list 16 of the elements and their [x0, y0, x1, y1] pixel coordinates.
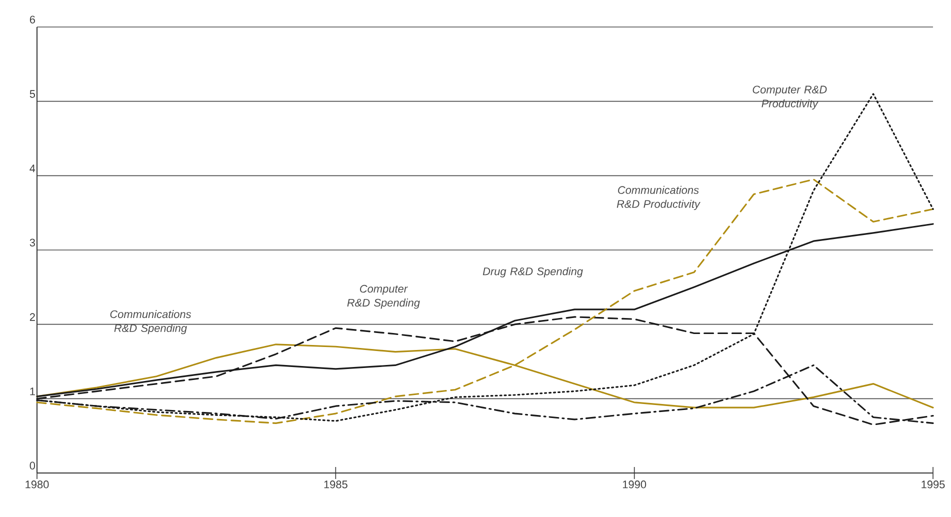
x-tick-label: 1995	[922, 480, 945, 488]
y-tick-label: 3	[30, 238, 35, 246]
text: Computer R&D Productivity	[752, 86, 827, 110]
y-tick-label: 0	[30, 462, 36, 470]
y-tick-label: 2	[30, 313, 35, 321]
y-tick-label: 1	[30, 388, 35, 396]
y-tick-label: 5	[30, 90, 36, 98]
x-tick-label: 1985	[324, 480, 348, 488]
text: Communications R&D Productivity	[616, 186, 700, 210]
text: Drug R&D Spending	[482, 267, 583, 278]
x-tick-label: 1980	[26, 480, 49, 488]
y-tick-label: 6	[30, 16, 35, 24]
series-label: Computer R&D Spending	[347, 284, 420, 309]
text: Communications R&D Spending	[110, 310, 192, 334]
x-tick-label: 1990	[622, 480, 646, 488]
y-tick-label: 4	[30, 164, 36, 172]
